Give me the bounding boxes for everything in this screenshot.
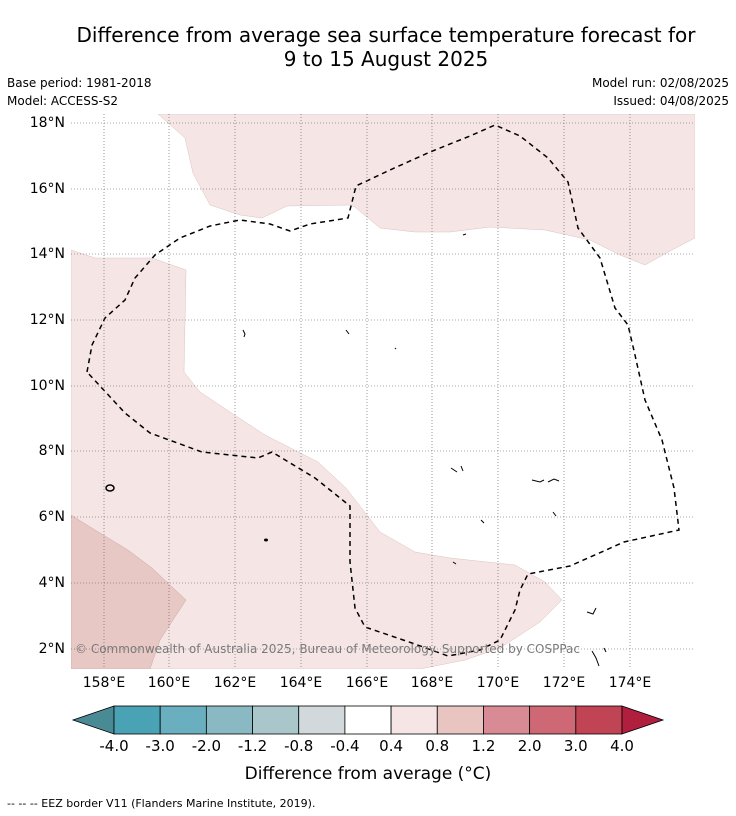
issued-date: Issued: 04/08/2025: [613, 94, 729, 108]
lon-label-168e: 168°E: [411, 675, 454, 691]
island: [105, 484, 115, 492]
island: [531, 478, 560, 483]
lon-label-162e: 162°E: [214, 675, 257, 691]
colorbar-segment: [205, 705, 253, 735]
colorbar-segment: [298, 705, 346, 735]
island: [242, 233, 557, 565]
colorbar-segment: [529, 705, 577, 735]
colorbar-tick-label: -1.2: [238, 737, 267, 755]
colorbar-tick-label: -0.4: [330, 737, 359, 755]
colorbar-title: Difference from average (°C): [244, 764, 492, 784]
colorbar-tick-label: 0.8: [425, 737, 449, 755]
lat-label-2n: 2°N: [39, 641, 65, 657]
colorbar-segment: [252, 705, 300, 735]
island: [450, 465, 464, 473]
lat-label-4n: 4°N: [39, 575, 65, 591]
anomaly-region-west: [71, 249, 563, 669]
colorbar-extend-low: [71, 705, 115, 735]
colorbar-tick-labels: -4.0 -3.0 -2.0 -1.2 -0.8 -0.4 0.4 0.8 1.2 2.0 3.0 4…: [99, 737, 634, 755]
anomaly-region-southwest: [71, 514, 187, 669]
anomaly-region-north: [157, 114, 695, 266]
colorbar-segment: [344, 705, 392, 735]
colorbar-extend-high: [621, 705, 665, 735]
colorbar-segment: [436, 705, 484, 735]
colorbar-segment: [159, 705, 207, 735]
copyright-notice: © Commonwealth of Australia 2025, Bureau…: [75, 642, 580, 656]
colorbar-segment: [113, 705, 161, 735]
lon-gridlines: [103, 114, 631, 669]
colorbar-tick-label: 1.2: [472, 737, 496, 755]
lon-label-160e: 160°E: [148, 675, 191, 691]
lat-label-8n: 8°N: [39, 443, 65, 459]
lat-label-18n: 18°N: [30, 115, 65, 131]
lat-gridlines: [71, 122, 695, 650]
lon-label-172e: 172°E: [543, 675, 586, 691]
lat-label-14n: 14°N: [30, 246, 65, 262]
island: [586, 607, 607, 667]
map-frame: [71, 114, 695, 669]
colorbar-segment: [575, 705, 623, 735]
colorbar: [71, 705, 665, 735]
lon-label-164e: 164°E: [280, 675, 323, 691]
map-title-line2: 9 to 15 August 2025: [283, 47, 489, 71]
model-name: Model: ACCESS-S2: [7, 94, 119, 108]
lat-label-16n: 16°N: [30, 181, 65, 197]
eez-border: [86, 124, 680, 657]
map-title-line1: Difference from average sea surface temp…: [76, 23, 696, 47]
eez-legend: -- -- -- EEZ border V11 (Flanders Marine…: [7, 797, 316, 810]
colorbar-tick-label: 4.0: [610, 737, 634, 755]
lat-label-6n: 6°N: [39, 509, 65, 525]
lon-label-170e: 170°E: [477, 675, 520, 691]
base-period: Base period: 1981-2018: [7, 76, 152, 90]
colorbar-tick-label: 3.0: [564, 737, 588, 755]
lon-label-174e: 174°E: [609, 675, 652, 691]
lat-label-12n: 12°N: [30, 312, 65, 328]
lon-label-158e: 158°E: [83, 675, 126, 691]
colorbar-segment: [390, 705, 438, 735]
colorbar-tick-label: -0.8: [284, 737, 313, 755]
island: [264, 538, 268, 542]
colorbar-tick-label: 0.4: [379, 737, 403, 755]
colorbar-tick-label: 2.0: [518, 737, 542, 755]
lon-label-166e: 166°E: [346, 675, 389, 691]
colorbar-segment: [483, 705, 531, 735]
colorbar-tick-label: -2.0: [192, 737, 221, 755]
colorbar-tick-label: -4.0: [99, 737, 128, 755]
lat-label-10n: 10°N: [30, 378, 65, 394]
colorbar-tick-label: -3.0: [146, 737, 175, 755]
model-run: Model run: 02/08/2025: [591, 76, 729, 90]
